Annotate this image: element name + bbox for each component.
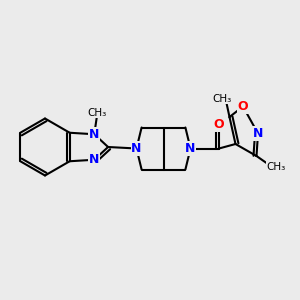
Text: CH₃: CH₃	[266, 161, 286, 172]
Text: CH₃: CH₃	[212, 94, 232, 104]
Text: O: O	[238, 100, 248, 113]
Text: CH₃: CH₃	[87, 108, 106, 118]
Text: N: N	[89, 153, 100, 166]
Text: N: N	[89, 128, 100, 141]
Text: O: O	[214, 118, 224, 131]
Text: N: N	[131, 142, 142, 155]
Text: N: N	[185, 142, 196, 155]
Text: N: N	[253, 127, 263, 140]
